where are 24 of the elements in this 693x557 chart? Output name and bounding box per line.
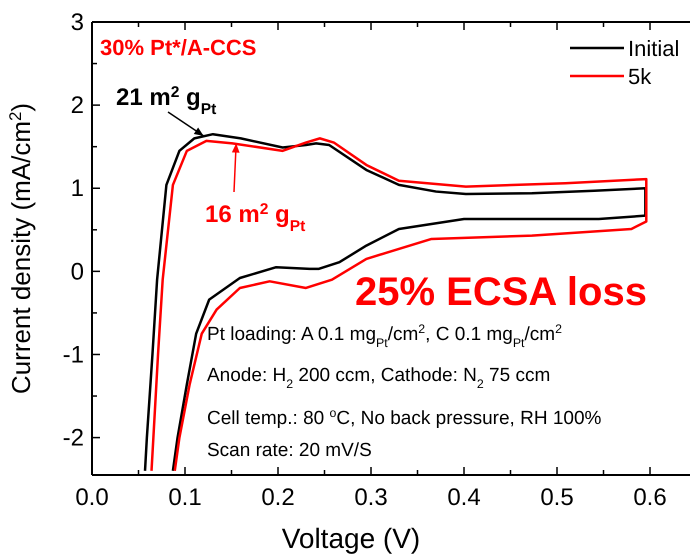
annotation: 30% Pt*/A-CCS — [100, 35, 256, 60]
y-tick-label: 1 — [70, 175, 84, 202]
x-tick-label: 0.6 — [633, 484, 667, 511]
x-tick-label: 0.2 — [261, 484, 295, 511]
annotation: 21 m$^{2}$ g$_{Pt}$ — [116, 84, 216, 118]
x-axis-title: Voltage (V) — [282, 523, 420, 554]
x-tick-label: 0.3 — [354, 484, 388, 511]
legend-label: Initial — [628, 36, 680, 61]
y-tick-label: -2 — [62, 424, 84, 452]
annotation: Cell temp.: 80 $^{o}$C, No back pressure, RH 100% — [207, 406, 602, 429]
annotation: Pt loading: A 0.1 mg$_{Pt}$/cm$^{2}$, C 0.1 mg$_{Pt}$/cm$^{2}$ — [207, 322, 562, 350]
y-tick-label: 0 — [70, 258, 84, 286]
x-tick-label: 0.5 — [540, 484, 574, 511]
annotation: Anode: H$_{2}$ 200 ccm, Cathode: N$_{2}$ 75 ccm — [207, 365, 550, 391]
legend-label: 5k — [628, 64, 652, 89]
annotation: 16 m$^{2}$ g$_{Pt}$ — [205, 200, 306, 234]
x-tick-label: 0.0 — [75, 484, 109, 511]
y-tick-label: -1 — [62, 341, 84, 368]
x-tick-label: 0.4 — [447, 484, 481, 511]
x-tick-label: 0.1 — [168, 484, 202, 511]
annotation: Scan rate: 20 mV/S — [207, 440, 372, 461]
y-tick-label: 2 — [70, 92, 84, 120]
y-tick-label: 3 — [70, 9, 84, 36]
annotation: 25% ECSA loss — [355, 270, 647, 314]
